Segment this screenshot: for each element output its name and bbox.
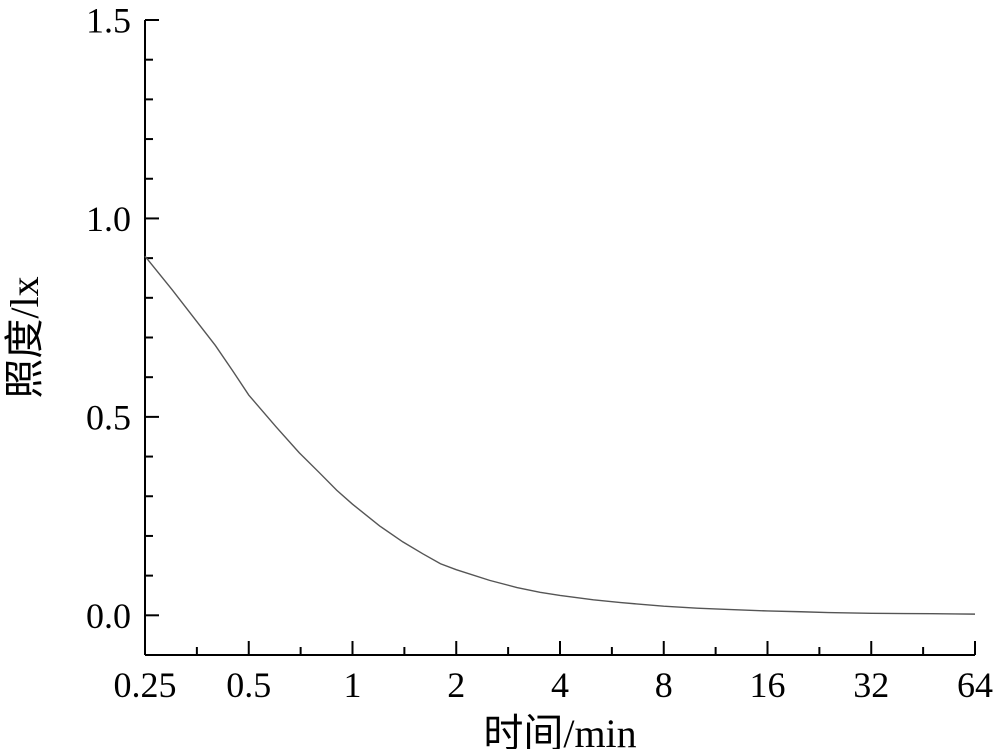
x-tick-label: 32 [853, 665, 889, 705]
x-tick-label: 64 [957, 665, 993, 705]
y-tick-label: 0.0 [86, 596, 131, 636]
x-tick-label: 2 [447, 665, 465, 705]
x-tick-label: 16 [750, 665, 786, 705]
y-tick-label: 1.0 [86, 199, 131, 239]
x-tick-label: 0.25 [114, 665, 177, 705]
y-tick-label: 1.5 [86, 1, 131, 41]
x-tick-label: 8 [655, 665, 673, 705]
illuminance-decay-chart: 0.25 0.5 1 2 4 8 16 32 64 0.0 0.5 1.0 1.5 时间/min 照度/lx [0, 0, 1000, 749]
x-tick-label: 4 [551, 665, 569, 705]
illuminance-curve [145, 256, 975, 614]
chart-svg: 0.25 0.5 1 2 4 8 16 32 64 0.0 0.5 1.0 1.5 时间/min 照度/lx [0, 0, 1000, 749]
x-axis-title: 时间/min [483, 711, 636, 749]
y-tick-label: 0.5 [86, 397, 131, 437]
x-tick-label: 1 [344, 665, 362, 705]
y-axis-title: 照度/lx [2, 276, 47, 398]
x-tick-label: 0.5 [226, 665, 271, 705]
